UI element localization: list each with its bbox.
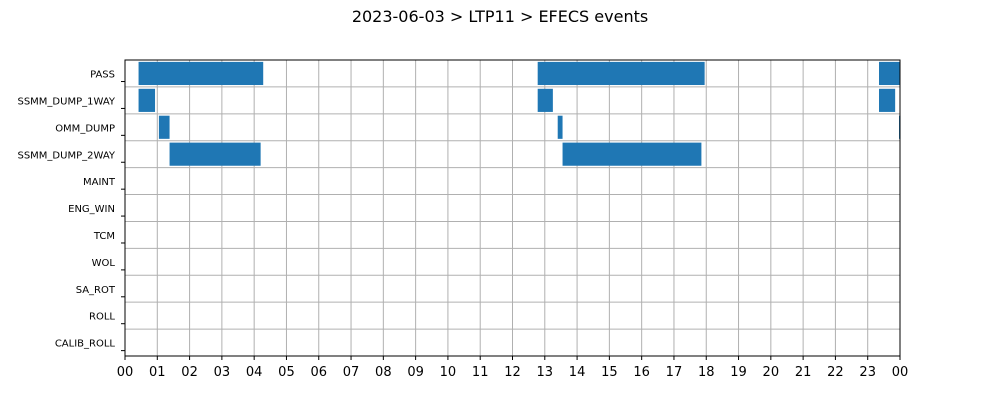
x-tick-label: 19 bbox=[730, 365, 747, 380]
x-tick-label: 01 bbox=[149, 365, 166, 380]
x-tick-label: 14 bbox=[569, 365, 586, 380]
x-tick-label: 15 bbox=[601, 365, 618, 380]
x-tick-label: 18 bbox=[698, 365, 715, 380]
event-bar bbox=[562, 142, 702, 166]
event-bar bbox=[169, 142, 261, 166]
y-tick-label: TCM bbox=[93, 231, 115, 242]
event-bar bbox=[537, 61, 705, 86]
x-tick-label: 12 bbox=[504, 365, 521, 380]
x-tick-label: 05 bbox=[278, 365, 295, 380]
x-tick-label: 22 bbox=[827, 365, 844, 380]
event-bar bbox=[138, 61, 264, 86]
y-tick-label: SSMM_DUMP_2WAY bbox=[17, 150, 115, 161]
y-tick-label: SSMM_DUMP_1WAY bbox=[17, 96, 115, 107]
y-tick-label: CALIB_ROLL bbox=[55, 339, 116, 350]
event-bar bbox=[158, 115, 170, 139]
y-tick-label: ENG_WIN bbox=[68, 204, 115, 215]
x-tick-label: 23 bbox=[859, 365, 876, 380]
event-bar bbox=[138, 88, 156, 112]
x-tick-label: 21 bbox=[795, 365, 812, 380]
x-tick-label: 09 bbox=[407, 365, 424, 380]
x-tick-label: 11 bbox=[472, 365, 489, 380]
y-tick-label: WOL bbox=[92, 258, 116, 269]
event-bar bbox=[879, 88, 896, 112]
x-tick-label: 13 bbox=[537, 365, 554, 380]
x-tick-label: 02 bbox=[181, 365, 198, 380]
x-axis-ticks: 00 01 02 03 04 05 06 07 08 09 10 11 12 13 14 15 16 17 18 19… bbox=[117, 356, 909, 380]
x-tick-label: 03 bbox=[214, 365, 231, 380]
y-tick-label: SA_ROT bbox=[76, 285, 116, 296]
x-tick-label: 08 bbox=[375, 365, 392, 380]
y-tick-label: OMM_DUMP bbox=[55, 123, 115, 134]
x-tick-label: 10 bbox=[440, 365, 457, 380]
y-tick-label: MAINT bbox=[83, 177, 116, 188]
x-tick-label: 00 bbox=[117, 365, 134, 380]
chart-title: 2023-06-03 > LTP11 > EFECS events bbox=[352, 7, 648, 26]
x-tick-label: 16 bbox=[633, 365, 650, 380]
y-tick-label: PASS bbox=[90, 70, 115, 81]
y-axis-ticks: PASS SSMM_DUMP_1WAY OMM_DUMP SSMM_DUMP_2WAY… bbox=[17, 70, 125, 352]
event-bar bbox=[537, 88, 553, 112]
x-tick-label: 17 bbox=[666, 365, 683, 380]
x-tick-label: 06 bbox=[310, 365, 327, 380]
x-tick-label: 07 bbox=[343, 365, 360, 380]
x-tick-label: 00 bbox=[892, 365, 909, 380]
x-tick-label: 04 bbox=[246, 365, 263, 380]
grid-lines bbox=[124, 60, 901, 356]
y-tick-label: ROLL bbox=[89, 312, 115, 323]
x-tick-label: 20 bbox=[763, 365, 780, 380]
event-bar bbox=[879, 61, 900, 86]
event-bars bbox=[138, 61, 901, 166]
event-bar bbox=[557, 115, 563, 139]
